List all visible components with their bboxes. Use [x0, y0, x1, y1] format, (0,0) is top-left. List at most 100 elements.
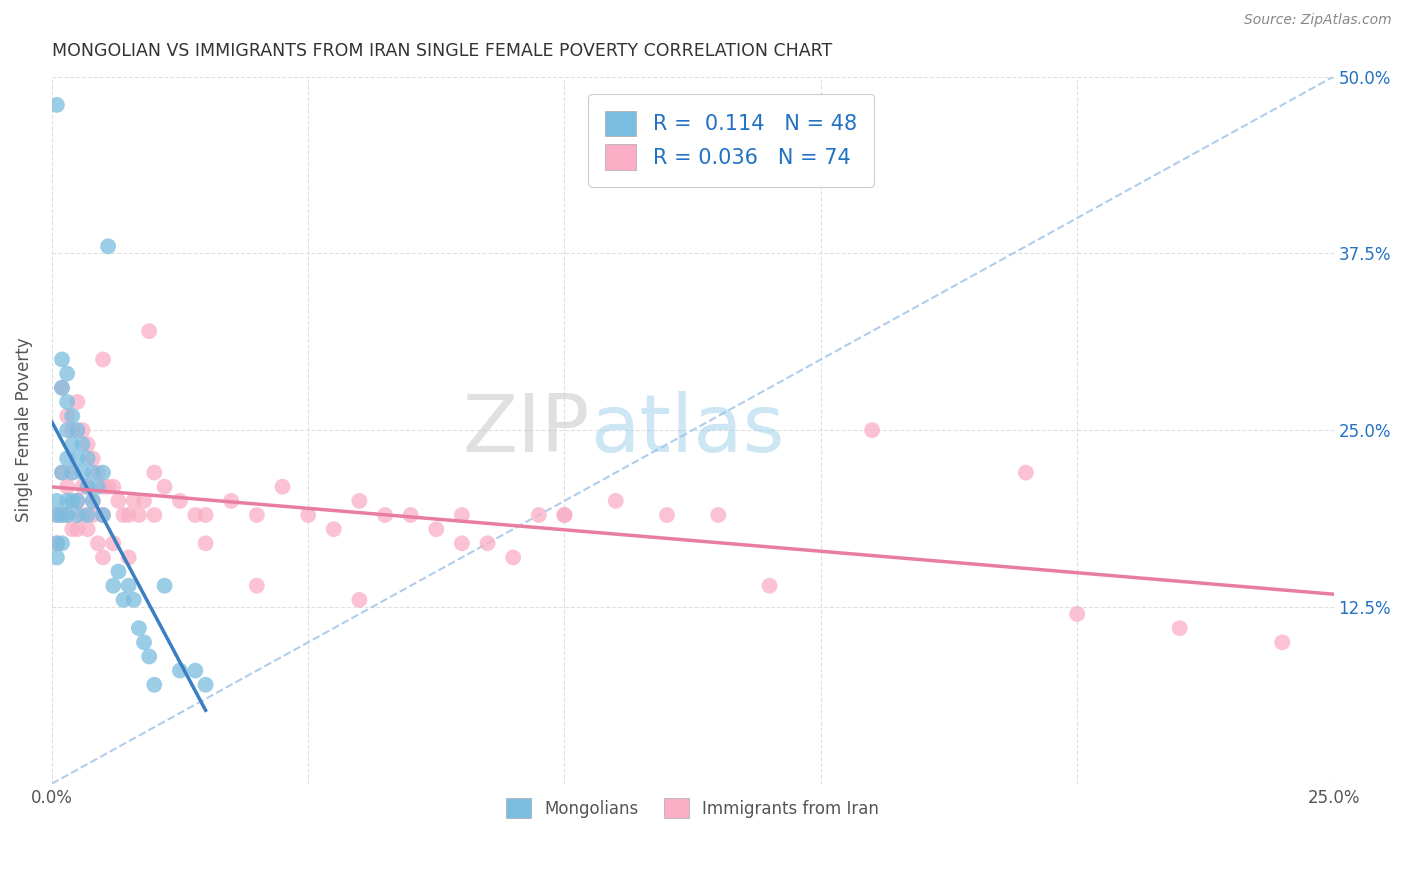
Point — [112, 593, 135, 607]
Text: atlas: atlas — [591, 392, 785, 469]
Point — [97, 239, 120, 253]
Point — [45, 508, 67, 522]
Point — [1015, 466, 1038, 480]
Point — [60, 423, 83, 437]
Point — [66, 494, 89, 508]
Point — [122, 593, 145, 607]
Point — [118, 579, 141, 593]
Point — [194, 678, 217, 692]
Point — [219, 494, 242, 508]
Point — [76, 522, 98, 536]
Point — [97, 480, 120, 494]
Point — [72, 423, 94, 437]
Point — [91, 508, 114, 522]
Point — [1168, 621, 1191, 635]
Point — [107, 565, 129, 579]
Point — [103, 480, 125, 494]
Point — [107, 494, 129, 508]
Point — [425, 522, 447, 536]
Text: Source: ZipAtlas.com: Source: ZipAtlas.com — [1244, 13, 1392, 28]
Point — [758, 579, 780, 593]
Point — [91, 550, 114, 565]
Point — [82, 466, 104, 480]
Point — [56, 423, 79, 437]
Point — [707, 508, 730, 522]
Point — [76, 508, 98, 522]
Point — [60, 437, 83, 451]
Point — [45, 494, 67, 508]
Text: MONGOLIAN VS IMMIGRANTS FROM IRAN SINGLE FEMALE POVERTY CORRELATION CHART: MONGOLIAN VS IMMIGRANTS FROM IRAN SINGLE… — [52, 42, 832, 60]
Point — [82, 451, 104, 466]
Point — [45, 536, 67, 550]
Point — [451, 536, 474, 550]
Point — [60, 409, 83, 423]
Point — [51, 466, 73, 480]
Point — [138, 324, 160, 338]
Point — [66, 395, 89, 409]
Point — [527, 508, 550, 522]
Point — [132, 494, 155, 508]
Point — [143, 508, 166, 522]
Point — [56, 508, 79, 522]
Point — [45, 508, 67, 522]
Point — [72, 437, 94, 451]
Point — [103, 579, 125, 593]
Point — [60, 466, 83, 480]
Point — [132, 635, 155, 649]
Point — [66, 423, 89, 437]
Point — [91, 466, 114, 480]
Point — [72, 466, 94, 480]
Point — [56, 494, 79, 508]
Point — [246, 508, 269, 522]
Point — [184, 508, 207, 522]
Point — [51, 508, 73, 522]
Point — [91, 508, 114, 522]
Point — [118, 550, 141, 565]
Point — [271, 480, 294, 494]
Point — [51, 381, 73, 395]
Point — [349, 593, 371, 607]
Point — [112, 508, 135, 522]
Point — [477, 536, 499, 550]
Point — [45, 550, 67, 565]
Point — [51, 352, 73, 367]
Point — [143, 678, 166, 692]
Point — [60, 466, 83, 480]
Point — [153, 480, 176, 494]
Point — [246, 579, 269, 593]
Point — [56, 508, 79, 522]
Point — [72, 508, 94, 522]
Point — [60, 494, 83, 508]
Point — [51, 536, 73, 550]
Point — [451, 508, 474, 522]
Point — [60, 522, 83, 536]
Point — [51, 381, 73, 395]
Point — [56, 395, 79, 409]
Point — [56, 451, 79, 466]
Point — [51, 466, 73, 480]
Point — [1066, 607, 1088, 621]
Point — [45, 536, 67, 550]
Point — [374, 508, 396, 522]
Point — [103, 536, 125, 550]
Point — [128, 508, 150, 522]
Point — [56, 367, 79, 381]
Point — [66, 451, 89, 466]
Point — [553, 508, 575, 522]
Point — [138, 649, 160, 664]
Point — [87, 466, 110, 480]
Point — [76, 451, 98, 466]
Point — [66, 508, 89, 522]
Point — [502, 550, 524, 565]
Point — [349, 494, 371, 508]
Point — [87, 480, 110, 494]
Point — [1271, 635, 1294, 649]
Point — [51, 508, 73, 522]
Point — [143, 466, 166, 480]
Point — [128, 621, 150, 635]
Point — [860, 423, 883, 437]
Legend: Mongolians, Immigrants from Iran: Mongolians, Immigrants from Iran — [499, 791, 886, 825]
Point — [605, 494, 627, 508]
Point — [76, 480, 98, 494]
Point — [72, 480, 94, 494]
